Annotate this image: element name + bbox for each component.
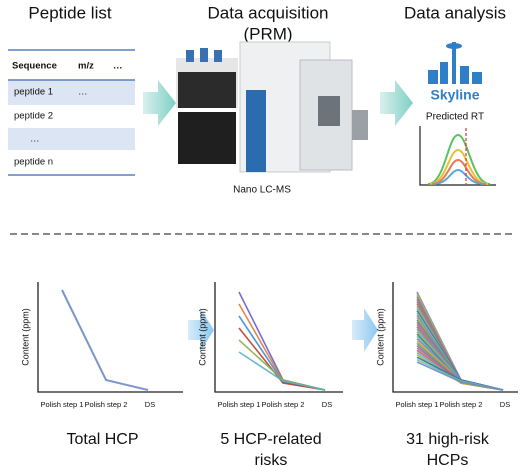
step-title: Data analysis xyxy=(404,3,506,22)
header-cell: … xyxy=(113,61,123,72)
building xyxy=(460,66,469,84)
x-label: Polish step 1 xyxy=(41,400,84,409)
step-title: (PRM) xyxy=(243,24,292,43)
step-title: Peptide list xyxy=(28,3,111,22)
tower-top xyxy=(446,43,462,49)
cell: … xyxy=(30,134,40,145)
axis xyxy=(392,282,518,393)
peptide-table: Sequence m/z … peptide 1 … peptide 2 … p… xyxy=(8,49,135,176)
x-label: Polish step 1 xyxy=(218,400,261,409)
building xyxy=(472,72,482,84)
trend-line xyxy=(416,356,504,391)
step-title: Data acquisition xyxy=(208,3,329,22)
row-shade xyxy=(8,80,135,105)
lc-unit xyxy=(178,72,236,108)
caption: HCPs xyxy=(427,452,469,467)
logo-text: Skyline xyxy=(430,87,479,103)
cell: peptide 1 xyxy=(14,87,53,98)
caption: risks xyxy=(255,452,288,467)
tower xyxy=(452,42,456,84)
instrument xyxy=(176,41,368,173)
peak xyxy=(427,133,491,185)
cell: … xyxy=(78,87,88,98)
rt-plot xyxy=(419,126,496,186)
trend-line xyxy=(238,351,326,391)
ms-module xyxy=(352,110,368,140)
axis xyxy=(214,282,343,393)
skyline-logo xyxy=(428,42,482,84)
lc-unit xyxy=(178,112,236,164)
ms-source xyxy=(318,96,340,126)
header-cell: m/z xyxy=(78,61,94,72)
x-label: Polish step 2 xyxy=(440,400,483,409)
axis xyxy=(419,126,496,186)
x-label: Polish step 1 xyxy=(396,400,439,409)
x-label: DS xyxy=(145,400,155,409)
cell: peptide 2 xyxy=(14,111,53,122)
trend-line xyxy=(416,361,504,391)
arrow xyxy=(380,80,413,126)
y-axis-label: Content (ppm) xyxy=(375,308,385,366)
caption: Total HCP xyxy=(66,431,138,448)
bottle xyxy=(214,50,222,62)
row-shade xyxy=(8,128,135,150)
trend-line xyxy=(61,289,149,391)
plot-label: Predicted RT xyxy=(426,112,484,123)
bottle xyxy=(186,50,194,62)
x-label: Polish step 2 xyxy=(262,400,305,409)
arrow xyxy=(352,308,378,352)
y-axis-label: Content (ppm) xyxy=(20,308,30,366)
peak xyxy=(433,168,485,185)
x-label: Polish step 2 xyxy=(85,400,128,409)
caption: 31 high-risk xyxy=(406,431,490,448)
header-cell: Sequence xyxy=(12,61,57,72)
peak xyxy=(429,148,489,185)
y-axis-label: Content (ppm) xyxy=(197,308,207,366)
axis xyxy=(37,282,183,393)
building xyxy=(440,62,448,84)
x-label: DS xyxy=(500,400,510,409)
ms-panel xyxy=(246,90,266,172)
building xyxy=(428,70,438,84)
caption: Nano LC-MS xyxy=(233,185,291,196)
bottle xyxy=(200,48,208,62)
arrow xyxy=(188,308,214,352)
peak xyxy=(431,158,487,185)
caption: 5 HCP-related xyxy=(220,431,321,448)
arrow xyxy=(143,80,176,126)
cell: peptide n xyxy=(14,157,53,168)
x-label: DS xyxy=(322,400,332,409)
trend-line xyxy=(238,291,326,391)
